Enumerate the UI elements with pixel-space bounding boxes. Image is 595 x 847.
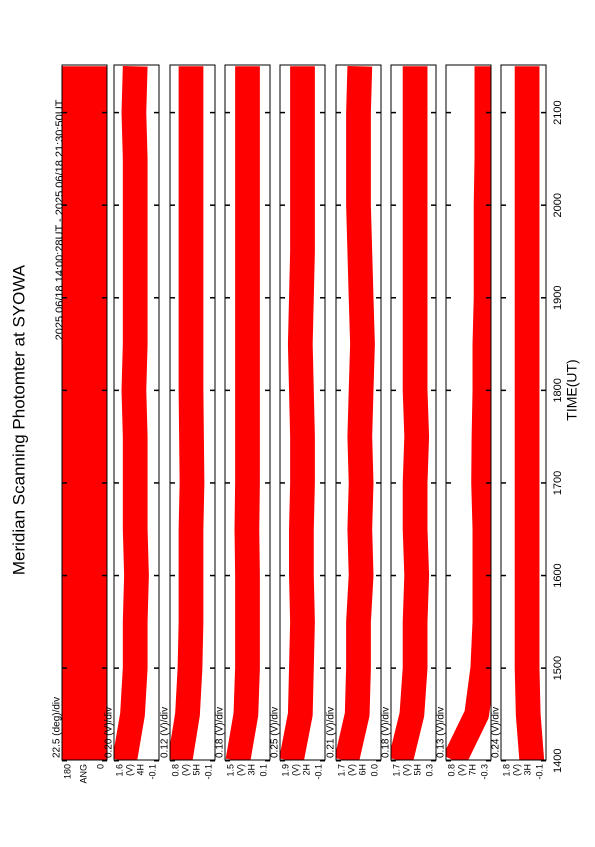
panel-unit: (V) (511, 764, 521, 776)
panel-channel: 5H (412, 764, 422, 776)
panel-div-label: 0.25 (V)/div (270, 707, 281, 758)
y-tick-label: 0 (95, 764, 105, 769)
panel-frame (445, 64, 492, 761)
y-tick-label: -0.1 (313, 764, 323, 780)
panel-frame (61, 64, 108, 761)
y-tick-label: 1.9 (280, 764, 290, 777)
x-axis-label: TIME(UT) (564, 359, 580, 420)
panel-frame (224, 64, 271, 761)
panel-unit: (V) (124, 764, 134, 776)
panel-channel: 7H (467, 764, 477, 776)
data-line (336, 65, 375, 760)
chart-title: Meridian Scanning Photomter at SYOWA (9, 264, 28, 575)
y-tick-label: -0.3 (479, 764, 489, 780)
panel-unit: (V) (290, 764, 300, 776)
panel-div-label: 0.24 (V)/div (491, 707, 502, 758)
x-tick-label: 2100 (552, 100, 564, 124)
y-tick-label: 0.1 (258, 764, 268, 777)
panel-frame (113, 64, 160, 761)
x-tick-label: 1900 (552, 286, 564, 310)
panel-unit: (V) (235, 764, 245, 776)
panel-div-label: 0.13 (V)/div (436, 707, 447, 758)
panel-channel: ANG (78, 764, 88, 784)
data-line (446, 66, 491, 760)
panel-frame (335, 64, 382, 761)
x-tick-label: 2000 (552, 193, 564, 217)
panel-channel: 5H (191, 764, 201, 776)
y-tick-label: 1.7 (391, 764, 401, 777)
y-tick-label: 1.7 (336, 764, 346, 777)
x-tick-label: 1800 (552, 378, 564, 402)
y-tick-label: 180 (62, 764, 72, 779)
data-line (62, 66, 107, 760)
data-line (391, 66, 430, 760)
panel-frame (169, 64, 216, 761)
y-tick-label: 0.8 (170, 764, 180, 777)
x-tick-label: 1600 (552, 563, 564, 587)
y-tick-label: 1.5 (225, 764, 235, 777)
panel-div-label: 0.20 (V)/div (104, 707, 115, 758)
y-tick-label: -0.1 (203, 764, 213, 780)
panel-frame (500, 64, 547, 761)
rotated-plot: Meridian Scanning Photomter at SYOWA 202… (9, 64, 580, 784)
x-tick-label: 1400 (552, 748, 564, 772)
panel-unit: (V) (180, 764, 190, 776)
data-line (280, 66, 315, 760)
y-tick-label: 0.8 (446, 764, 456, 777)
panel-frame (390, 64, 437, 761)
panel-div-label: 22.5 (deg)/div (52, 697, 63, 758)
panel-unit: (V) (401, 764, 411, 776)
panel-unit: (V) (346, 764, 356, 776)
panel-frame (279, 64, 326, 761)
panel-channel: 4H (135, 764, 145, 776)
x-tick-label: 1500 (552, 656, 564, 680)
y-tick-label: 1.6 (114, 764, 124, 777)
panel-unit: (V) (456, 764, 466, 776)
data-line (225, 66, 260, 760)
data-line (514, 66, 545, 760)
panel-channel: 3H (522, 764, 532, 776)
panel-div-label: 0.21 (V)/div (326, 707, 337, 758)
x-tick-label: 1700 (552, 471, 564, 495)
y-tick-label: 1.8 (501, 764, 511, 777)
y-tick-label: -0.1 (147, 764, 157, 780)
panel-channel: 6H (357, 764, 367, 776)
panel-channel: 3H (246, 764, 256, 776)
data-line (170, 66, 205, 760)
y-tick-label: -0.1 (534, 764, 544, 780)
panel-channel: 2H (301, 764, 311, 776)
y-tick-label: 0.3 (424, 764, 434, 777)
panel-div-label: 0.18 (V)/div (215, 707, 226, 758)
y-tick-label: 0.0 (369, 764, 379, 777)
data-line (114, 65, 149, 760)
panel-div-label: 0.18 (V)/div (381, 707, 392, 758)
panel-div-label: 0.12 (V)/div (160, 707, 171, 758)
